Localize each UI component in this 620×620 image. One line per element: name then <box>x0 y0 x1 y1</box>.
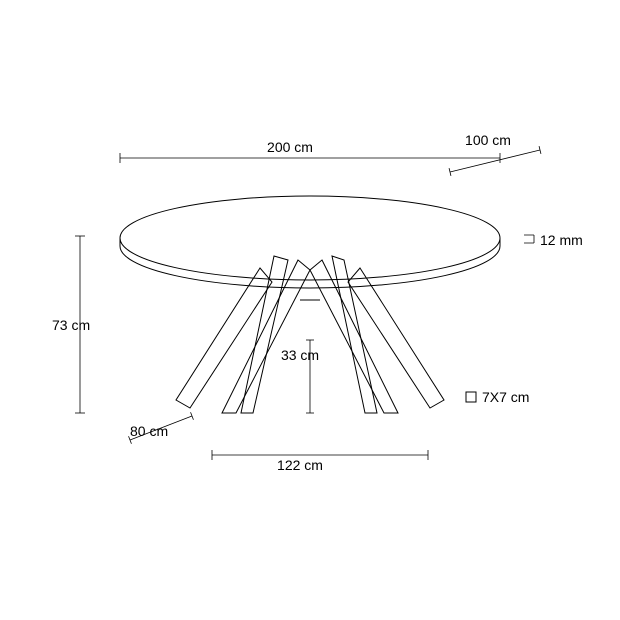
thickness-symbol <box>524 235 534 243</box>
dim-leg-height: 33 cm <box>281 347 319 363</box>
dim-base-depth: 80 cm <box>130 423 168 439</box>
leg-5 <box>310 260 398 413</box>
dim-height: 73 cm <box>52 317 90 333</box>
leg-3 <box>348 268 444 408</box>
leg-4 <box>222 260 310 413</box>
tabletop-ellipse <box>120 196 500 280</box>
dim-leg-section: 7X7 cm <box>482 389 529 405</box>
dim-base-width: 122 cm <box>277 457 323 473</box>
dim-line-top-depth <box>450 150 540 172</box>
dim-thickness: 12 mm <box>540 232 583 248</box>
section-symbol <box>466 392 476 402</box>
tabletop-edge <box>120 246 500 288</box>
technical-drawing: 200 cm 100 cm 73 cm 33 cm 122 cm 80 cm 12 mm 7X… <box>0 0 620 620</box>
leg-2 <box>176 268 272 408</box>
dim-top-width: 200 cm <box>267 139 313 155</box>
dim-top-depth: 100 cm <box>465 132 511 148</box>
